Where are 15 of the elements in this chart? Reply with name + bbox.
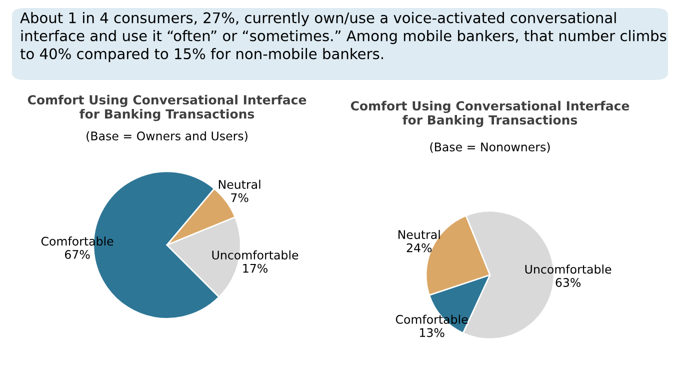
chart-title: Comfort Using Conversational Interface for Banking Transactions (28, 94, 306, 122)
chart-subtitle: (Base = Owners and Users) (86, 131, 248, 142)
data-label: 63% (556, 278, 581, 287)
data-label: 17% (243, 264, 268, 273)
data-label: 13% (420, 328, 444, 338)
slice-label: Uncomfortable (525, 264, 612, 274)
data-label: 24% (406, 243, 432, 252)
data-label: 7% (231, 193, 248, 202)
data-label: 67% (64, 250, 90, 259)
slice-label: Neutral (398, 230, 440, 240)
chart-subtitle: (Base = Nonowners) (430, 142, 550, 153)
chart-title: Comfort Using Conversational Interface for Banking Transactions (350, 100, 630, 128)
slice-label: Neutral (218, 180, 260, 189)
slice-label: Uncomfortable (212, 250, 298, 260)
text: About 1 in 4 consumers, 27%, currently own/use a voice-activated conversational interface and use it “often” or “sometimes.” Among mobile bankers, that number climbs to 40% compared to 15% for non-mobile bankers. (20, 12, 666, 62)
